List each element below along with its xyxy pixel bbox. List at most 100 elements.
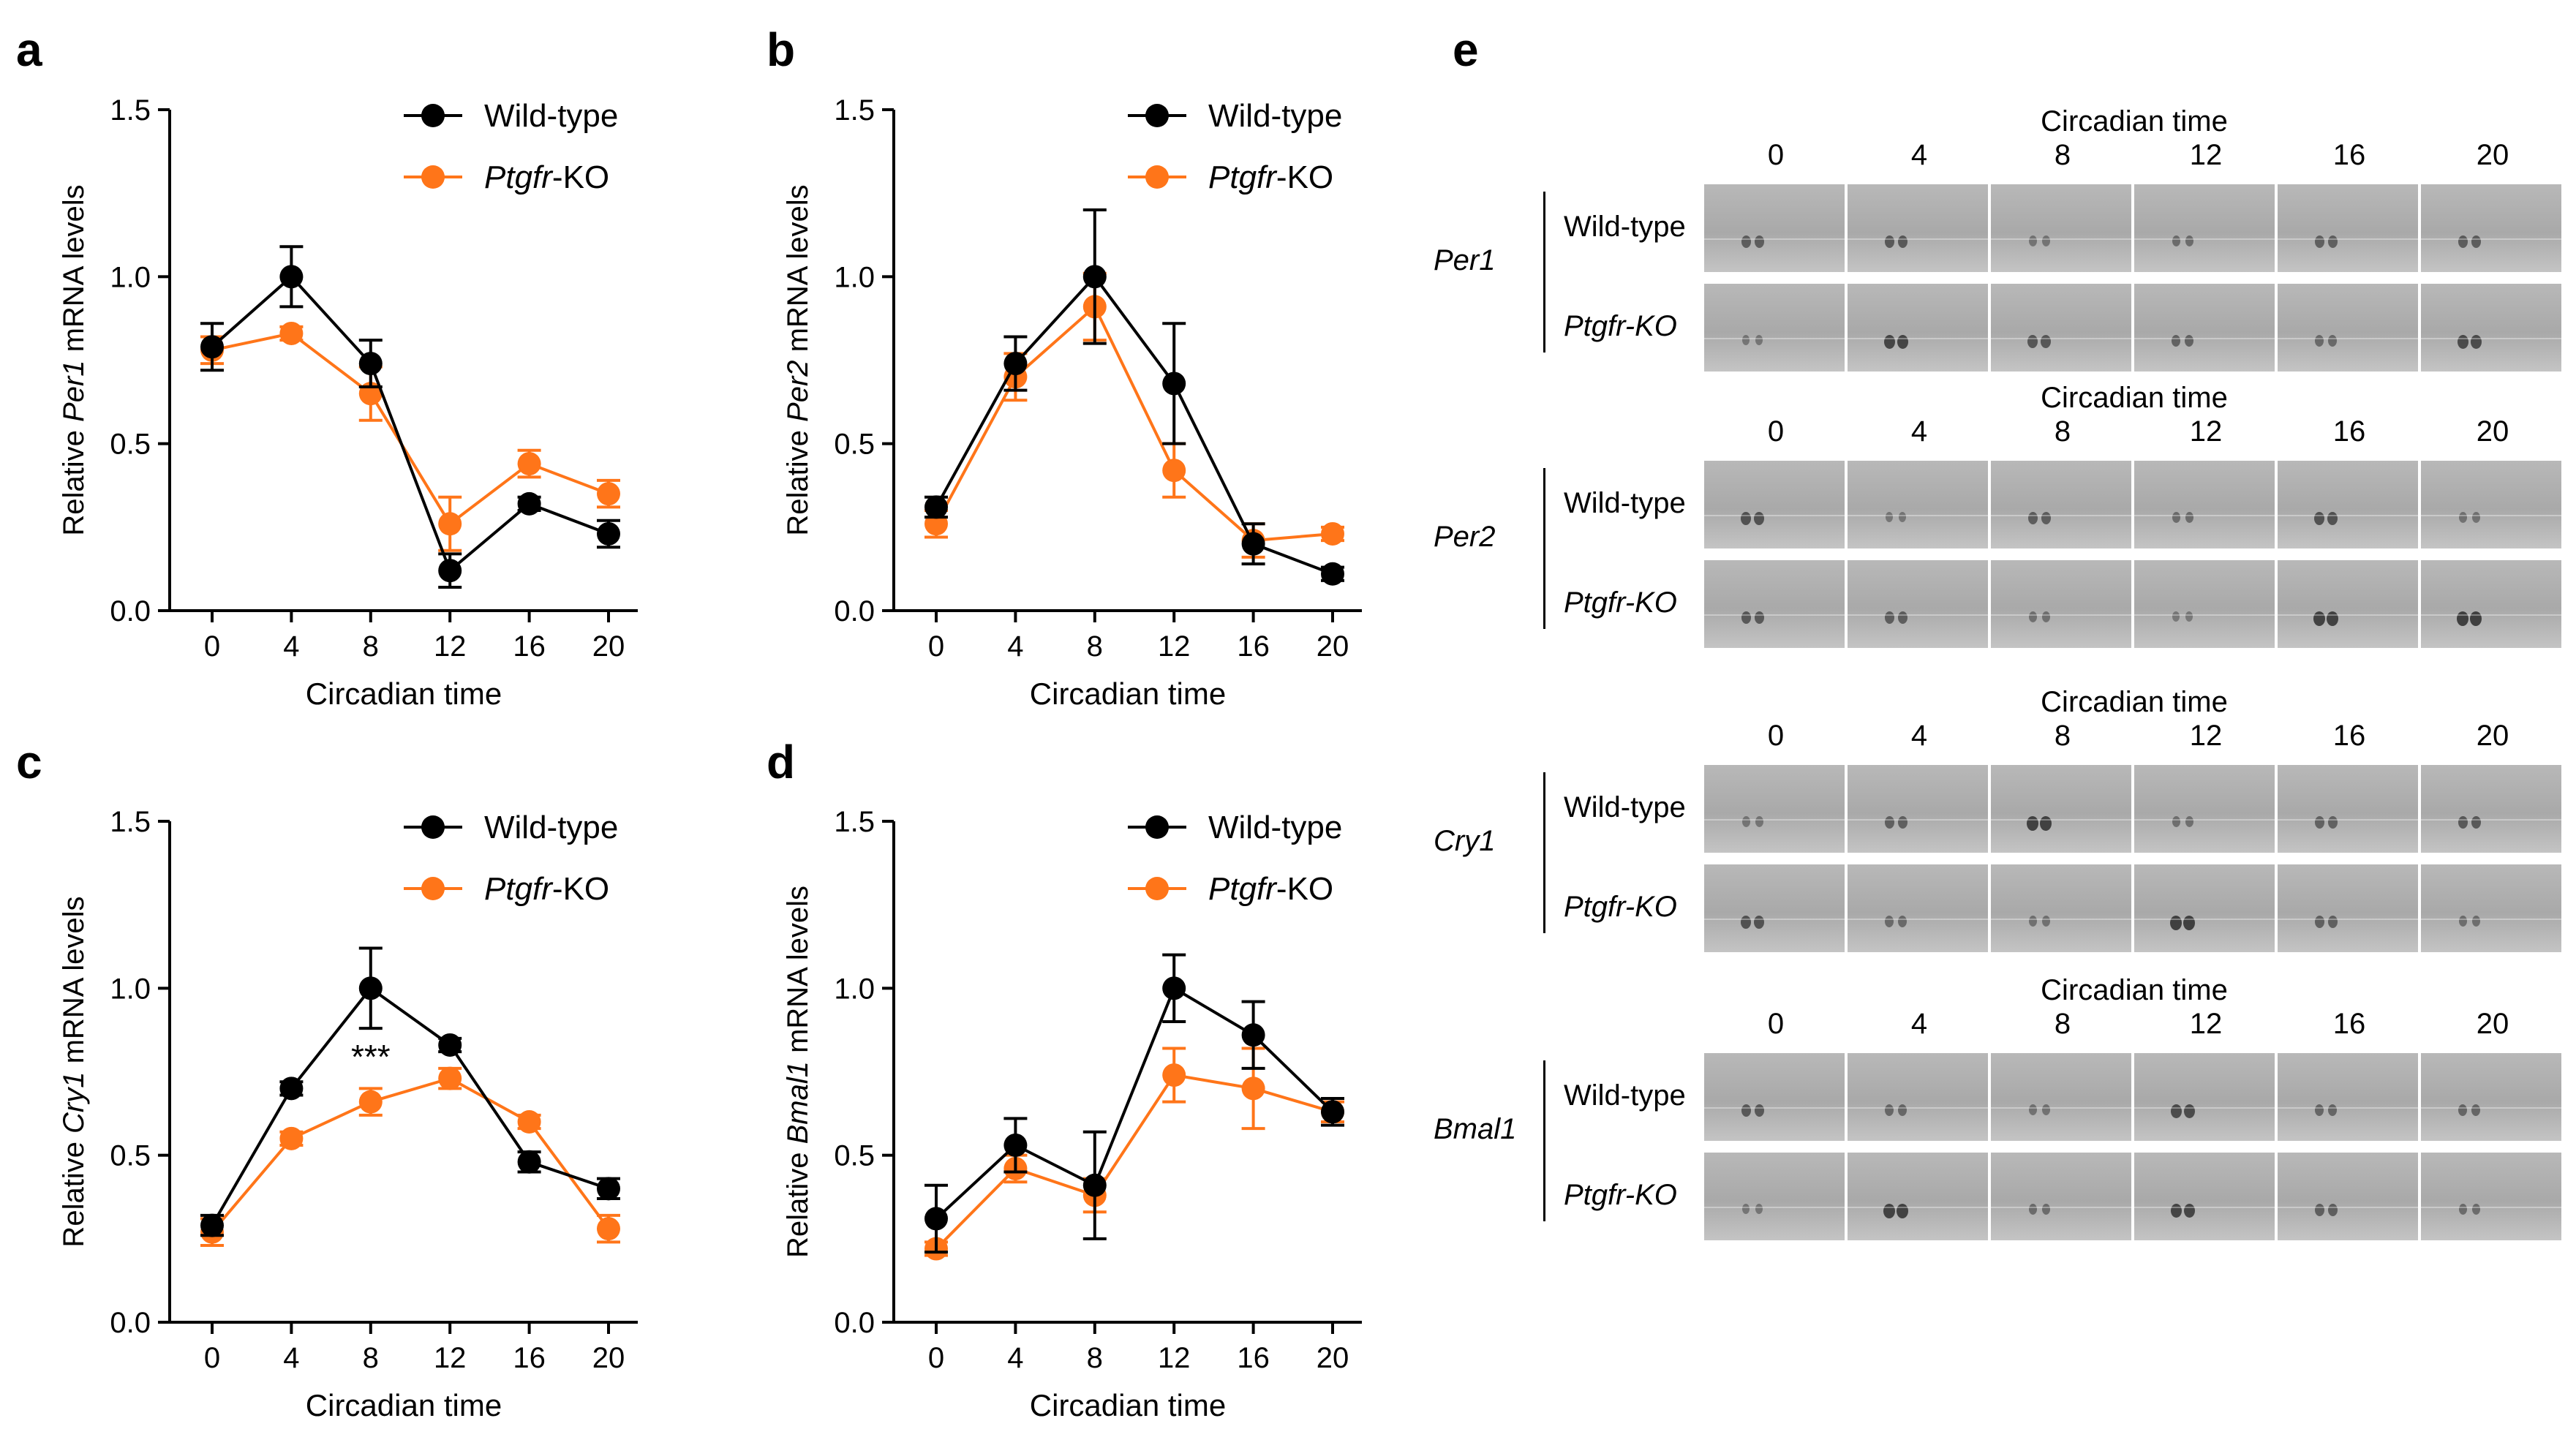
ish-signal-spot <box>1898 1104 1907 1116</box>
ish-tile <box>1704 765 1845 853</box>
ish-tile <box>1848 184 1988 272</box>
y-tick-label: 1.0 <box>834 973 875 1005</box>
x-tick-label: 12 <box>1158 1342 1191 1374</box>
data-point <box>1082 1173 1107 1197</box>
significance-label: *** <box>351 1038 391 1076</box>
ish-signal-spot <box>2458 512 2467 523</box>
ish-signal-spot <box>2327 512 2338 525</box>
ish-tile <box>2421 560 2561 648</box>
legend-label-part: -KO <box>1276 871 1333 907</box>
panel-letter-b: b <box>767 23 796 76</box>
x-tick-label: 8 <box>1087 1342 1103 1374</box>
x-tick-label: 20 <box>592 1342 625 1374</box>
y-tick-label: 1.0 <box>110 261 151 293</box>
ish-signal-spot <box>1741 916 1751 929</box>
ish-signal-spot <box>2028 1204 2037 1215</box>
y-tick-label: 1.5 <box>834 94 875 127</box>
ish-signal-spot <box>1754 1104 1764 1117</box>
data-point <box>1241 532 1265 556</box>
ish-timepoint-label: 4 <box>1910 720 1928 752</box>
series-ko <box>200 321 620 552</box>
x-tick-label: 8 <box>363 630 379 663</box>
ish-tile <box>2134 765 2275 853</box>
ish-tile <box>2421 284 2561 372</box>
y-axis-label-part: Cry1 <box>58 1071 90 1133</box>
y-tick-label: 0.0 <box>834 595 875 627</box>
data-point <box>924 495 948 519</box>
y-axis-label-part: Per1 <box>58 360 90 422</box>
ish-signal-spot <box>2170 916 2182 930</box>
data-point <box>438 1066 462 1090</box>
ish-tile <box>1704 184 1845 272</box>
ish-row-label: Ptgfr-KO <box>1564 1179 1677 1211</box>
ish-signal-spot <box>1886 512 1893 522</box>
legend-label: Ptgfr-KO <box>484 871 609 907</box>
ish-tile <box>1991 284 2131 372</box>
ish-signal-spot <box>2314 1204 2324 1216</box>
x-axis-label: Circadian time <box>1030 676 1226 711</box>
ish-signal-spot <box>2314 916 2324 928</box>
y-axis-label-part: mRNA levels <box>782 886 814 1061</box>
y-tick-label: 1.5 <box>110 94 151 127</box>
ish-tile <box>2421 1053 2561 1141</box>
ish-signal-spot <box>2314 235 2324 248</box>
ish-signal-spot <box>2185 235 2193 246</box>
ish-signal-spot <box>2028 916 2037 927</box>
ish-tile <box>2421 461 2561 548</box>
x-tick-label: 16 <box>1237 1342 1270 1374</box>
ish-tile <box>1848 461 1988 548</box>
series-wild-type <box>924 208 1344 586</box>
data-point <box>597 521 620 546</box>
y-tick-label: 0.0 <box>834 1307 875 1339</box>
ish-tile <box>1991 560 2131 648</box>
ish-timepoint-label: 0 <box>1767 139 1785 171</box>
ish-signal-spot <box>2172 335 2180 347</box>
data-point <box>597 1217 620 1241</box>
ish-tile <box>1704 1053 1845 1141</box>
ish-signal-spot <box>2328 335 2337 347</box>
ish-tile <box>1704 461 1845 548</box>
ish-header: Circadian time <box>2041 105 2228 137</box>
ish-signal-spot <box>2457 611 2468 626</box>
series-wild-type <box>924 953 1344 1254</box>
series-line <box>935 274 1333 576</box>
data-point <box>1162 459 1186 483</box>
y-tick-label: 1.0 <box>834 261 875 293</box>
ish-tile <box>1991 1053 2131 1141</box>
ish-row-label: Ptgfr-KO <box>1564 891 1677 923</box>
ish-tile <box>2278 765 2418 853</box>
x-tick-label: 0 <box>928 1342 944 1374</box>
ish-signal-spot <box>2041 1204 2050 1215</box>
ish-timepoint-label: 0 <box>1767 415 1785 448</box>
ish-timepoint-label: 16 <box>2332 139 2366 171</box>
ish-tile <box>2278 184 2418 272</box>
ish-bracket <box>1543 1060 1545 1221</box>
y-axis-label: Relative Per1 mRNA levels <box>58 184 90 535</box>
ish-tile <box>1991 184 2131 272</box>
x-tick-label: 16 <box>1237 630 1270 663</box>
ish-signal-spot <box>2183 1204 2195 1218</box>
ish-signal-spot <box>2458 816 2468 829</box>
ish-signal-spot <box>2028 1104 2037 1115</box>
series-line <box>211 331 609 527</box>
ish-gene-label: Cry1 <box>1434 825 1496 857</box>
ish-timepoint-label: 20 <box>2476 1008 2509 1040</box>
ish-tile <box>2134 184 2275 272</box>
data-point <box>200 335 224 359</box>
ish-gene-label: Bmal1 <box>1434 1113 1517 1145</box>
data-point <box>517 1150 541 1174</box>
ish-tile <box>1848 765 1988 853</box>
ish-signal-spot <box>1897 335 1908 349</box>
ish-signal-spot <box>2041 916 2050 927</box>
x-tick-label: 16 <box>513 1342 546 1374</box>
ish-signal-spot <box>2041 611 2050 622</box>
x-tick-label: 0 <box>204 1342 220 1374</box>
x-tick-label: 0 <box>204 630 220 663</box>
ish-signal-spot <box>2328 1104 2337 1116</box>
legend-label: Ptgfr-KO <box>1208 159 1333 195</box>
data-point <box>1241 1077 1265 1101</box>
ish-signal-spot <box>2471 1204 2480 1215</box>
ish-tile <box>2134 461 2275 548</box>
chart-b: 0.0 0.5 1.0 1.5 0 4 8 12 16 20 Circadian time Relat… <box>782 94 1362 711</box>
